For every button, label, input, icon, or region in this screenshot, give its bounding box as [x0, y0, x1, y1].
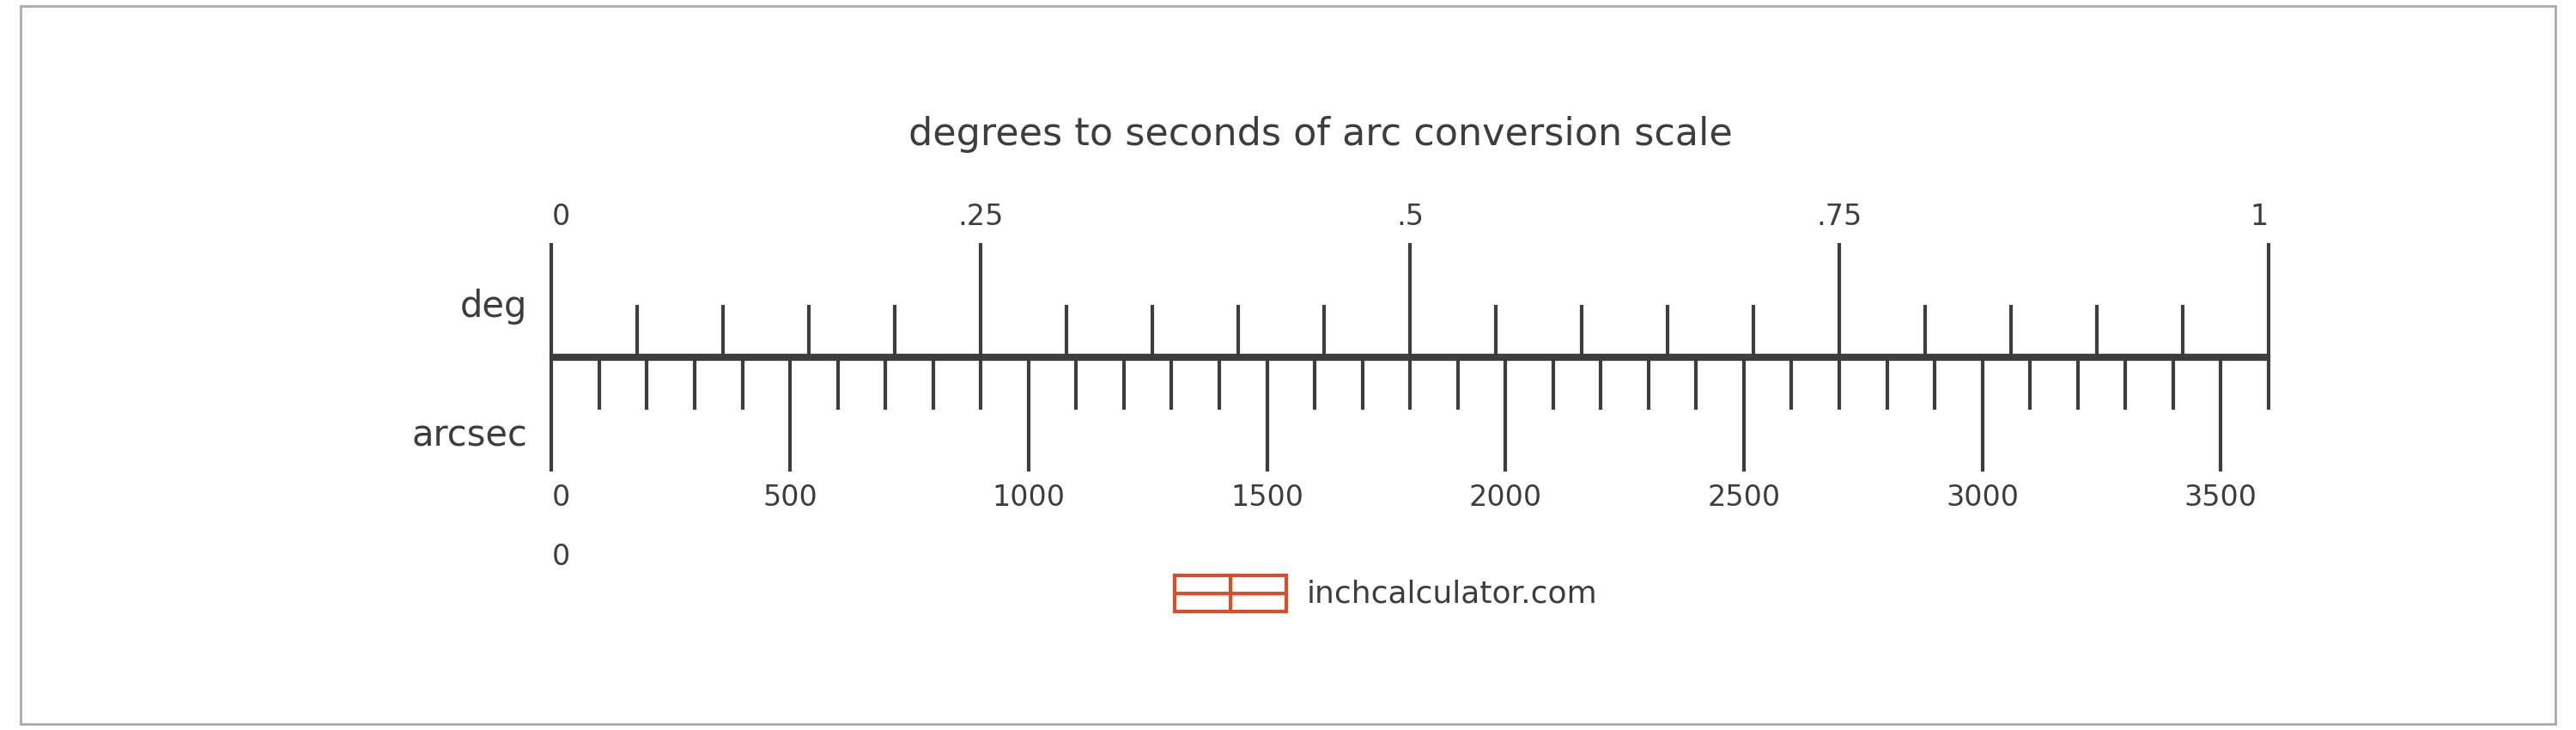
- Text: 0: 0: [551, 484, 569, 512]
- Text: 1000: 1000: [992, 484, 1064, 512]
- Text: 2500: 2500: [1708, 484, 1780, 512]
- Text: 1: 1: [2251, 203, 2269, 231]
- Text: arcsec: arcsec: [412, 418, 528, 454]
- Text: .5: .5: [1396, 203, 1425, 231]
- Text: 2000: 2000: [1468, 484, 1543, 512]
- Text: 500: 500: [762, 484, 817, 512]
- Text: 3000: 3000: [1945, 484, 2020, 512]
- Text: 0: 0: [551, 543, 569, 572]
- Bar: [1175, 575, 1285, 612]
- Text: degrees to seconds of arc conversion scale: degrees to seconds of arc conversion sca…: [909, 116, 1731, 153]
- Text: deg: deg: [461, 289, 528, 325]
- Text: inchcalculator.com: inchcalculator.com: [1306, 579, 1597, 608]
- Text: .75: .75: [1816, 203, 1862, 231]
- Text: .25: .25: [958, 203, 1005, 231]
- Text: 3500: 3500: [2184, 484, 2257, 512]
- Text: 0: 0: [551, 203, 569, 231]
- Text: 1500: 1500: [1231, 484, 1303, 512]
